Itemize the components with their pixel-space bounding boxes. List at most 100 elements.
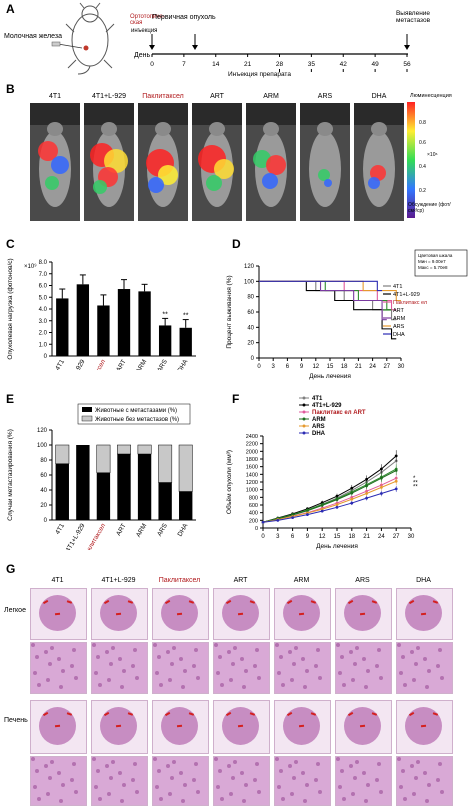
y-tick-label: 60 — [247, 310, 254, 316]
cell-nucleus — [170, 662, 174, 666]
cell-nucleus — [416, 760, 420, 764]
signal-blob — [266, 155, 286, 175]
lung-overview — [335, 588, 392, 640]
mouse-head — [209, 122, 225, 136]
cell-nucleus — [379, 790, 383, 794]
group-label: ART — [210, 93, 224, 100]
cell-nucleus — [220, 683, 224, 687]
y-axis-label: Объём опухоли (мм³) — [225, 450, 233, 514]
category-label: 4T1 — [54, 522, 66, 536]
cell-nucleus — [109, 662, 113, 666]
liver-overview — [30, 700, 87, 754]
injection-label-red: Ортотопиче-ская — [130, 14, 165, 26]
category-label: Паклитаксел — [82, 358, 107, 370]
y-tick-label: 100 — [244, 279, 255, 285]
legend-marker — [302, 396, 306, 400]
cell-nucleus — [244, 783, 248, 787]
y-tick-label: 1200 — [246, 480, 258, 486]
legend-label: Животные без метастазов (%) — [95, 417, 179, 423]
x-tick-label: 18 — [341, 364, 348, 370]
cell-nucleus — [105, 764, 109, 768]
bar-without-metastasis — [55, 444, 70, 464]
cell-nucleus — [403, 683, 407, 687]
cell-nucleus — [292, 776, 296, 780]
cell-nucleus — [131, 664, 135, 668]
cell-nucleus — [135, 676, 139, 680]
cell-nucleus — [281, 683, 285, 687]
mouse-image — [354, 103, 404, 221]
mouse-image — [84, 103, 134, 221]
panel-label-d: D — [232, 237, 241, 251]
bar-without-metastasis — [158, 444, 173, 483]
cell-nucleus — [397, 757, 401, 761]
liver-zoom — [152, 756, 209, 806]
cell-nucleus — [74, 790, 78, 794]
group-label: DHA — [371, 93, 387, 100]
cell-nucleus — [168, 792, 172, 796]
bar-with-metastasis — [76, 445, 90, 520]
category-label: ARS — [156, 522, 169, 538]
x-tick-label: 6 — [286, 364, 290, 370]
y-tick-label: 3.0 — [39, 319, 48, 325]
histology-headers: 4T1 4T1+L-929 Паклитаксел ART ARM ARS DHA — [30, 577, 454, 587]
panel-label-a: A — [6, 2, 15, 16]
cell-nucleus — [107, 792, 111, 796]
cell-nucleus — [399, 785, 403, 789]
y-tick-label: 600 — [249, 503, 258, 509]
cell-nucleus — [120, 685, 124, 689]
drug-injection-label: Инъекция препарата — [228, 71, 291, 78]
y-tick-label: 0 — [255, 526, 258, 532]
signal-blob — [262, 173, 278, 189]
colorbar-tick: 0.8 — [419, 120, 426, 126]
significance-marker: ** — [162, 311, 168, 318]
mouse-image — [300, 103, 350, 221]
y-tick-label: 20 — [247, 341, 254, 347]
mouse-image — [192, 103, 242, 221]
bar — [97, 305, 110, 356]
cell-nucleus — [122, 783, 126, 787]
liver-zoom — [274, 756, 331, 806]
tumor-burden-chart: 0 1.0 2.0 3.0 4.0 5.0 6.0 7.0 8.0×10⁹ 4T14T1+L-92… — [7, 258, 196, 370]
legend-swatch — [82, 407, 92, 412]
cell-nucleus — [231, 662, 235, 666]
cell-nucleus — [107, 678, 111, 682]
timeline-day-label: 0 — [150, 61, 154, 68]
cell-nucleus — [31, 757, 35, 761]
cell-nucleus — [196, 790, 200, 794]
cell-nucleus — [92, 643, 96, 647]
category-label: 4T1+L-929 — [65, 358, 87, 370]
group-label: ARS — [317, 93, 333, 100]
signal-blob — [51, 156, 69, 174]
x-tick-label: 24 — [378, 534, 385, 540]
cell-nucleus — [74, 676, 78, 680]
legend-label: Животные с метастазами (%) — [95, 408, 177, 414]
timeline-day-label: 7 — [182, 61, 186, 68]
y-tick-label: 2000 — [246, 449, 258, 455]
group-label: ARM — [263, 93, 279, 100]
lung-overview — [30, 588, 87, 640]
y-tick-label: 1000 — [246, 488, 258, 494]
bar — [138, 291, 151, 356]
cell-nucleus — [314, 778, 318, 782]
signal-blob — [93, 180, 107, 194]
liver-zoom — [396, 756, 453, 806]
cell-nucleus — [275, 643, 279, 647]
cell-nucleus — [170, 776, 174, 780]
lung-overview — [396, 588, 453, 640]
cell-nucleus — [172, 646, 176, 650]
legend-box — [77, 403, 191, 425]
legend-label: ARM — [312, 417, 326, 423]
cell-nucleus — [305, 783, 309, 787]
volume-line — [262, 480, 397, 523]
cell-nucleus — [133, 648, 137, 652]
cell-nucleus — [342, 683, 346, 687]
cell-nucleus — [194, 648, 198, 652]
cell-nucleus — [50, 760, 54, 764]
cell-nucleus — [303, 799, 307, 803]
timeline-day-label: 42 — [340, 61, 348, 68]
lung-zoom — [335, 642, 392, 694]
group-label: 4T1 — [51, 577, 64, 584]
y-tick-label: 1400 — [246, 472, 258, 478]
lung-overview — [152, 588, 209, 640]
cell-nucleus — [279, 769, 283, 773]
